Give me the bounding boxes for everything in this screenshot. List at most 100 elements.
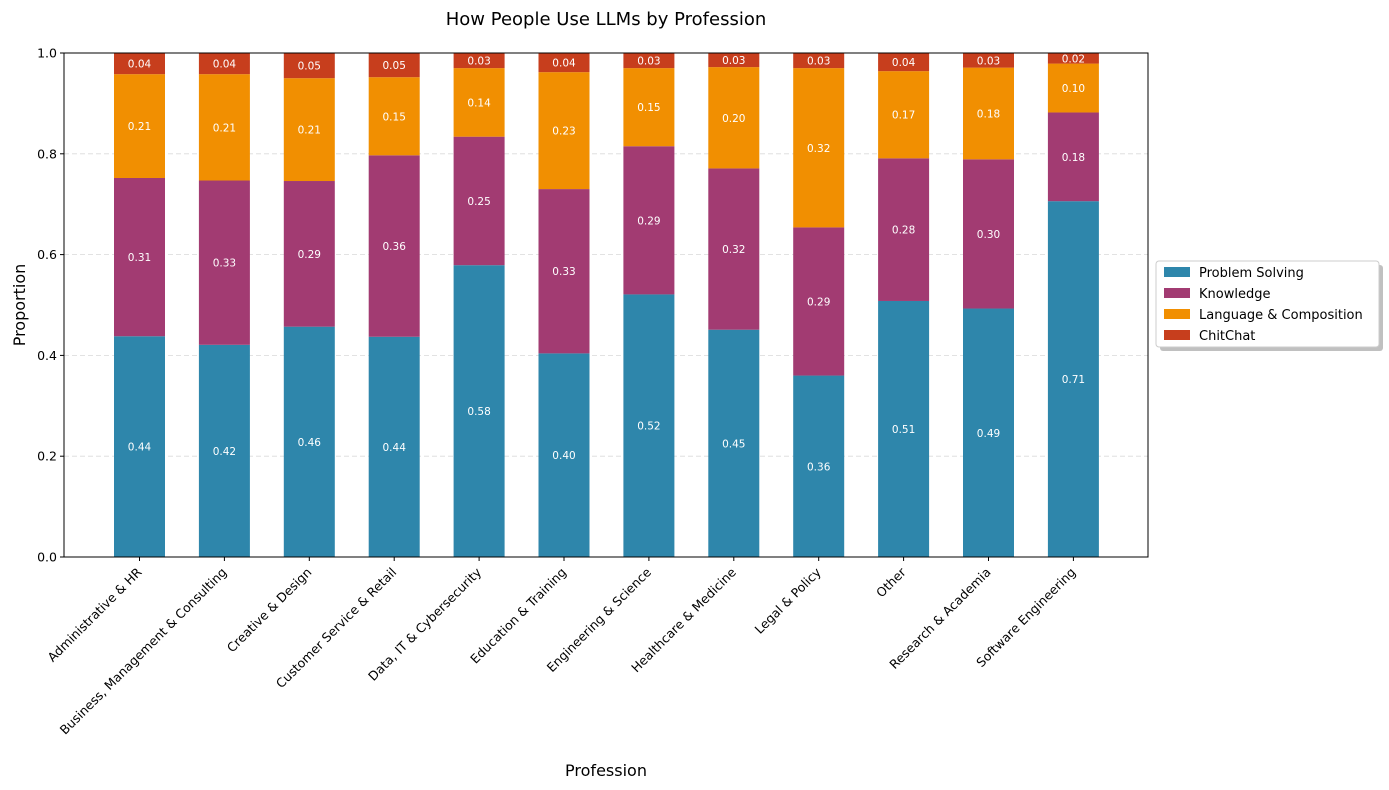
bar-segment [1047, 201, 1099, 557]
bar-segment [453, 136, 505, 266]
data-label: 0.29 [298, 249, 321, 261]
data-label: 0.33 [213, 258, 236, 270]
bar-segment [878, 300, 930, 557]
x-tick-label: Other [873, 564, 909, 600]
data-label: 0.32 [807, 143, 830, 155]
data-label: 0.15 [383, 111, 406, 123]
data-label: 0.21 [128, 121, 151, 133]
bar-segment [623, 68, 675, 147]
data-label: 0.28 [892, 225, 915, 237]
legend-entries: Problem Solving Knowledge Language & Compo… [1164, 266, 1363, 344]
data-label: 0.04 [128, 59, 152, 71]
data-label: 0.03 [722, 55, 745, 67]
chart-title: How People Use LLMs by Profession [446, 9, 767, 30]
data-label: 0.10 [1062, 83, 1085, 95]
data-label: 0.36 [807, 461, 831, 473]
legend-label: Problem Solving [1199, 266, 1304, 281]
data-label: 0.20 [722, 113, 745, 125]
data-label: 0.02 [1062, 53, 1085, 65]
data-label: 0.15 [637, 102, 660, 114]
data-label: 0.04 [213, 59, 237, 71]
data-label: 0.29 [807, 296, 830, 308]
bar-segment [963, 53, 1014, 68]
bar-segment [368, 53, 420, 78]
data-label: 0.29 [637, 215, 660, 227]
data-label: 0.49 [977, 428, 1000, 440]
bar-segment [963, 67, 1014, 160]
data-label: 0.25 [467, 196, 490, 208]
data-label: 0.40 [552, 450, 575, 462]
bar-segment [114, 53, 165, 75]
x-tick-label: Business, Management & Consulting [57, 565, 230, 738]
y-tick-label: 0.2 [37, 449, 57, 464]
data-label: 0.46 [298, 437, 322, 449]
bar-segment [623, 294, 675, 557]
bar-segment [708, 329, 760, 557]
x-tick-label: Creative & Design [224, 565, 315, 656]
bar-segment [283, 181, 335, 327]
legend-label: ChitChat [1199, 329, 1255, 344]
data-label: 0.58 [467, 406, 490, 418]
data-label: 0.04 [892, 57, 916, 69]
bar-segment [368, 77, 420, 156]
bar-segment [538, 53, 590, 73]
bar-segment [198, 344, 250, 557]
bar-segment [878, 71, 930, 159]
data-label: 0.36 [383, 241, 407, 253]
bar-segment [283, 326, 335, 557]
data-label: 0.21 [213, 122, 236, 134]
y-axis: 0.0 0.2 0.4 0.6 0.8 1.0 [37, 46, 64, 565]
legend-box [1155, 260, 1380, 348]
bar-segment [368, 155, 420, 337]
bar-segment [793, 68, 845, 228]
x-tick-label: Legal & Policy [752, 564, 825, 637]
data-label: 0.45 [722, 438, 745, 450]
bar-segment [114, 336, 165, 557]
data-label: 0.05 [298, 61, 321, 73]
bar-segment [623, 146, 675, 295]
bar-segment [538, 72, 590, 190]
data-label: 0.03 [467, 56, 490, 68]
data-label: 0.52 [637, 421, 660, 433]
legend-swatch [1164, 267, 1190, 277]
data-label: 0.30 [977, 229, 1000, 241]
data-label: 0.31 [128, 252, 151, 264]
bar-segment [963, 308, 1014, 557]
data-label: 0.44 [128, 442, 152, 454]
bar-segment [793, 375, 845, 557]
bar-segment [198, 74, 250, 181]
data-labels: 0.44 0.31 0.21 0.04 0.42 0.33 0.21 0.04 0.46 0.29… [128, 53, 1085, 473]
bar-segment [708, 67, 760, 169]
data-label: 0.32 [722, 244, 745, 256]
bar-segment [963, 159, 1014, 309]
data-label: 0.23 [552, 126, 575, 138]
data-label: 0.14 [467, 97, 491, 109]
legend-swatch [1164, 330, 1190, 340]
data-label: 0.05 [383, 60, 406, 72]
data-label: 0.51 [892, 424, 915, 436]
bar-segment [114, 74, 165, 178]
data-label: 0.71 [1062, 374, 1085, 386]
bars [114, 53, 1099, 557]
legend-swatch [1164, 309, 1190, 319]
legend: Problem Solving Knowledge Language & Compo… [1155, 260, 1383, 351]
bar-segment [453, 265, 505, 557]
bar-segment [793, 53, 845, 69]
bar-segment [283, 53, 335, 79]
bar-segment [878, 158, 930, 301]
data-label: 0.33 [552, 266, 575, 278]
bar-segment [1047, 63, 1099, 113]
bar-segment [453, 68, 505, 137]
bar-segment [538, 353, 590, 557]
plot-frame [63, 52, 1149, 558]
y-tick-label: 0.4 [37, 348, 57, 363]
legend-label: Language & Composition [1199, 308, 1363, 323]
x-tick-label: Administrative & HR [44, 564, 144, 664]
data-label: 0.03 [977, 55, 1000, 67]
bar-segment [878, 53, 930, 72]
data-label: 0.18 [1062, 152, 1085, 164]
bar-segment [708, 168, 760, 330]
x-tick-label: Education & Training [467, 565, 569, 667]
